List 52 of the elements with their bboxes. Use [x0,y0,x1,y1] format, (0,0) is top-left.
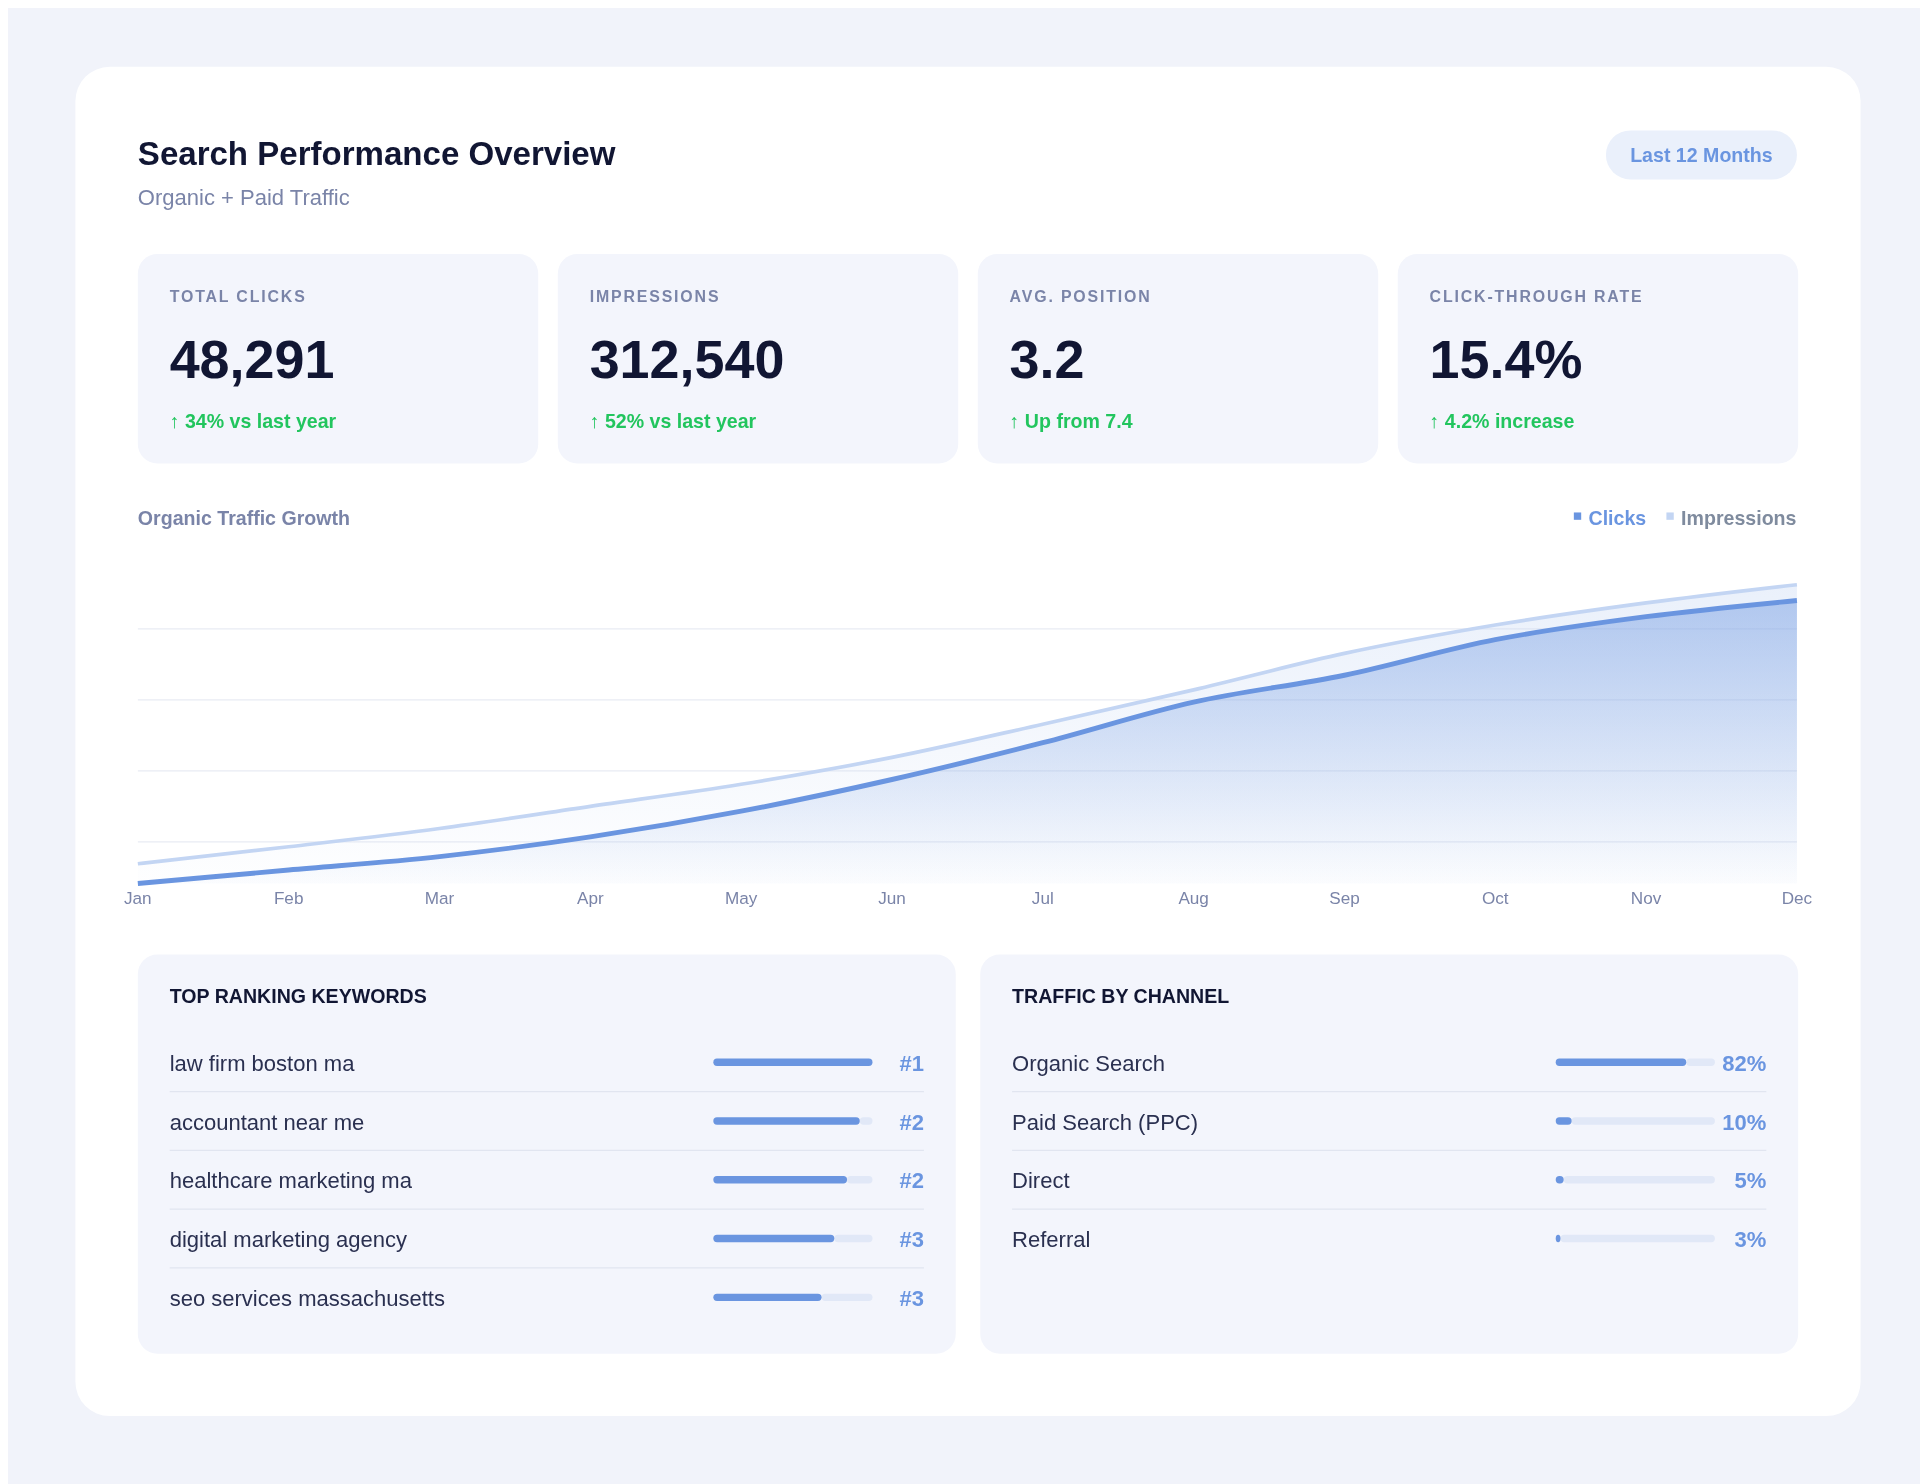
text: 312,540 [589,328,785,389]
x-tick-label: Nov [1630,888,1662,909]
text: TRAFFIC BY CHANNEL [1012,985,1230,1008]
y-tick-label: Paid Search (PPC) [1012,1109,1199,1135]
bar [713,1058,873,1066]
y-tick-label: digital marketing agency [169,1227,408,1253]
text: AVG. POSITION [1009,287,1152,305]
y-tick-label: Referral [1012,1227,1091,1253]
legend-label: Impressions [1681,506,1797,529]
text: 48,291 [169,328,335,389]
x-tick-label: May [724,888,758,909]
text: #3 [899,1285,924,1311]
text: 3.2 [1009,328,1085,389]
data-label: 5% [1734,1168,1767,1194]
x-tick-label: Aug [1178,888,1209,909]
y-tick-label: healthcare marketing ma [169,1168,413,1194]
data-label: 82% [1722,1050,1767,1076]
text: #2 [899,1168,924,1194]
data-label: 3% [1734,1227,1767,1253]
x-tick-label: Apr [576,888,604,909]
y-tick-label: accountant near me [169,1109,365,1135]
text: ↑ 52% vs last year [589,409,757,432]
x-tick-label: Oct [1481,888,1509,909]
text: #2 [899,1109,924,1135]
text: 15.4% [1429,328,1583,389]
text: Search Performance Overview [137,134,616,172]
x-tick-label: Feb [273,888,304,909]
text: ↑ 34% vs last year [169,409,337,432]
y-tick-label: seo services massachusetts [169,1285,445,1311]
data-label: 10% [1722,1109,1767,1135]
text: Organic + Paid Traffic [137,185,350,211]
x-tick-label: Mar [424,888,455,909]
bar [1555,1117,1572,1125]
x-tick-label: Dec [1781,888,1813,909]
text: ↑ Up from 7.4 [1009,409,1133,432]
text: #3 [899,1227,924,1253]
legend-label: Clicks [1588,506,1647,529]
x-tick-label: Jan [124,888,152,909]
chart-title: Organic Traffic Growth [137,506,350,529]
x-tick-label: Jun [878,888,906,909]
y-tick-label: Direct [1012,1168,1070,1194]
text: TOTAL CLICKS [169,287,307,305]
x-tick-label: Sep [1329,888,1360,909]
text: TOP RANKING KEYWORDS [169,985,427,1008]
y-tick-label: law firm boston ma [169,1050,356,1076]
text: ↑ 4.2% increase [1429,409,1575,432]
x-tick-label: Jul [1031,888,1054,909]
text: #1 [899,1050,924,1076]
y-tick-label: Organic Search [1012,1050,1166,1076]
text: IMPRESSIONS [589,287,721,305]
text: CLICK-THROUGH RATE [1429,287,1644,305]
text: Last 12 Months [1630,144,1773,167]
